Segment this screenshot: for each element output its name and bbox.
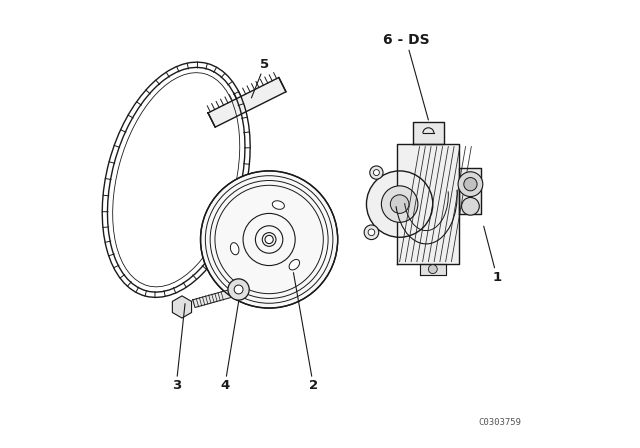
Circle shape [461,198,479,215]
Circle shape [234,285,243,294]
Circle shape [367,171,433,237]
Polygon shape [193,289,235,307]
Ellipse shape [289,259,300,270]
Circle shape [200,171,338,308]
Polygon shape [397,144,460,264]
Circle shape [458,172,483,197]
Polygon shape [172,296,191,318]
Circle shape [381,186,418,222]
Circle shape [464,177,477,191]
Circle shape [428,265,437,274]
Text: 1: 1 [484,226,502,284]
Circle shape [370,166,383,179]
Ellipse shape [230,243,239,255]
Polygon shape [208,78,286,127]
Text: 5: 5 [252,58,269,98]
Circle shape [228,279,249,300]
Text: 3: 3 [172,304,185,392]
Circle shape [265,235,273,244]
Polygon shape [413,122,444,144]
Circle shape [364,225,379,240]
Polygon shape [420,264,446,275]
Circle shape [373,170,380,176]
Polygon shape [460,168,481,214]
Text: 2: 2 [294,273,318,392]
Text: 4: 4 [220,302,239,392]
Text: 6 - DS: 6 - DS [383,34,429,120]
Ellipse shape [272,201,284,209]
Text: C0303759: C0303759 [478,418,522,426]
Circle shape [390,195,409,213]
Circle shape [368,229,375,236]
